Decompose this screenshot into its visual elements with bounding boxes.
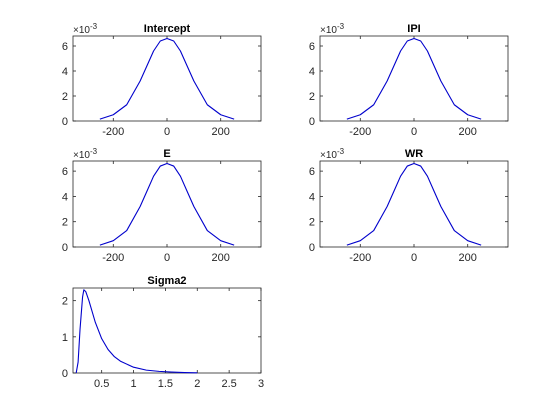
x-tick-label: 200 (459, 126, 477, 138)
y-exponent-power: -3 (337, 147, 345, 156)
axes-box (72, 160, 262, 248)
x-tick-label: -200 (349, 252, 371, 264)
subplot-5: 0.5 1 1.5 2 2.5 3 0 1 2 Sigma2 (62, 275, 264, 390)
y-tick-label: 4 (62, 191, 68, 203)
x-tick-label: 1.5 (158, 378, 173, 390)
y-exponent-base: ×10 (320, 25, 337, 36)
x-tick-label: -200 (349, 126, 371, 138)
x-tick-label: -200 (102, 252, 124, 264)
series-line (346, 37, 482, 120)
subplot-title: WR (405, 148, 423, 160)
y-tick-label: 0 (309, 116, 315, 128)
y-exponent-label: ×10-3 (73, 147, 98, 161)
y-tick-label: 6 (309, 166, 315, 178)
y-tick-label: 2 (309, 91, 315, 103)
x-tick-label: 0 (164, 126, 170, 138)
x-tick-label: 3 (258, 378, 264, 390)
y-exponent-power: -3 (90, 147, 98, 156)
x-tick-label: 1 (130, 378, 136, 390)
y-tick-label: 0 (309, 242, 315, 254)
y-exponent-power: -3 (337, 22, 345, 31)
y-exponent-base: ×10 (320, 150, 337, 161)
x-tick-label: 2 (194, 378, 200, 390)
y-tick-label: 6 (62, 166, 68, 178)
subplot-4: -200 0 200 0 2 4 6 WR ×10-3 (309, 147, 509, 264)
y-tick-label: 2 (62, 296, 68, 308)
y-tick-label: 0 (62, 242, 68, 254)
series-line (99, 37, 235, 120)
y-tick-label: 4 (309, 191, 315, 203)
series-line (99, 162, 235, 246)
x-tick-label: 0 (411, 126, 417, 138)
y-tick-label: 6 (309, 41, 315, 53)
y-exponent-label: ×10-3 (320, 147, 345, 161)
x-tick-label: 200 (212, 126, 230, 138)
y-tick-label: 2 (62, 217, 68, 229)
y-tick-label: 2 (309, 217, 315, 229)
subplot-title: IPI (407, 23, 420, 35)
y-exponent-base: ×10 (73, 25, 90, 36)
subplot-3: -200 0 200 0 2 4 6 E ×10-3 (62, 147, 262, 264)
subplot-title: Sigma2 (147, 275, 186, 287)
x-tick-label: 200 (459, 252, 477, 264)
series-line (75, 289, 198, 374)
y-tick-label: 0 (62, 116, 68, 128)
y-tick-label: 2 (62, 91, 68, 103)
series-line (346, 162, 482, 246)
x-tick-label: 0 (164, 252, 170, 264)
axes-box (72, 287, 262, 374)
x-tick-label: 0 (411, 252, 417, 264)
y-tick-label: 4 (309, 66, 315, 78)
subplot-1: -200 0 200 0 2 4 6 Intercept ×10-3 (62, 22, 262, 138)
y-exponent-base: ×10 (73, 150, 90, 161)
x-tick-label: 200 (212, 252, 230, 264)
x-tick-label: -200 (102, 126, 124, 138)
subplot-title: E (163, 148, 170, 160)
y-exponent-label: ×10-3 (73, 22, 98, 36)
y-tick-label: 4 (62, 66, 68, 78)
y-exponent-power: -3 (90, 22, 98, 31)
y-exponent-label: ×10-3 (320, 22, 345, 36)
subplot-title: Intercept (144, 23, 191, 35)
y-tick-label: 1 (62, 332, 68, 344)
axes-box (319, 160, 509, 248)
axes-box (319, 35, 509, 122)
x-tick-label: 0.5 (94, 378, 109, 390)
x-tick-label: 2.5 (221, 378, 236, 390)
y-tick-label: 6 (62, 41, 68, 53)
y-tick-label: 0 (62, 368, 68, 380)
axes-box (72, 35, 262, 122)
subplot-2: -200 0 200 0 2 4 6 IPI ×10-3 (309, 22, 509, 138)
